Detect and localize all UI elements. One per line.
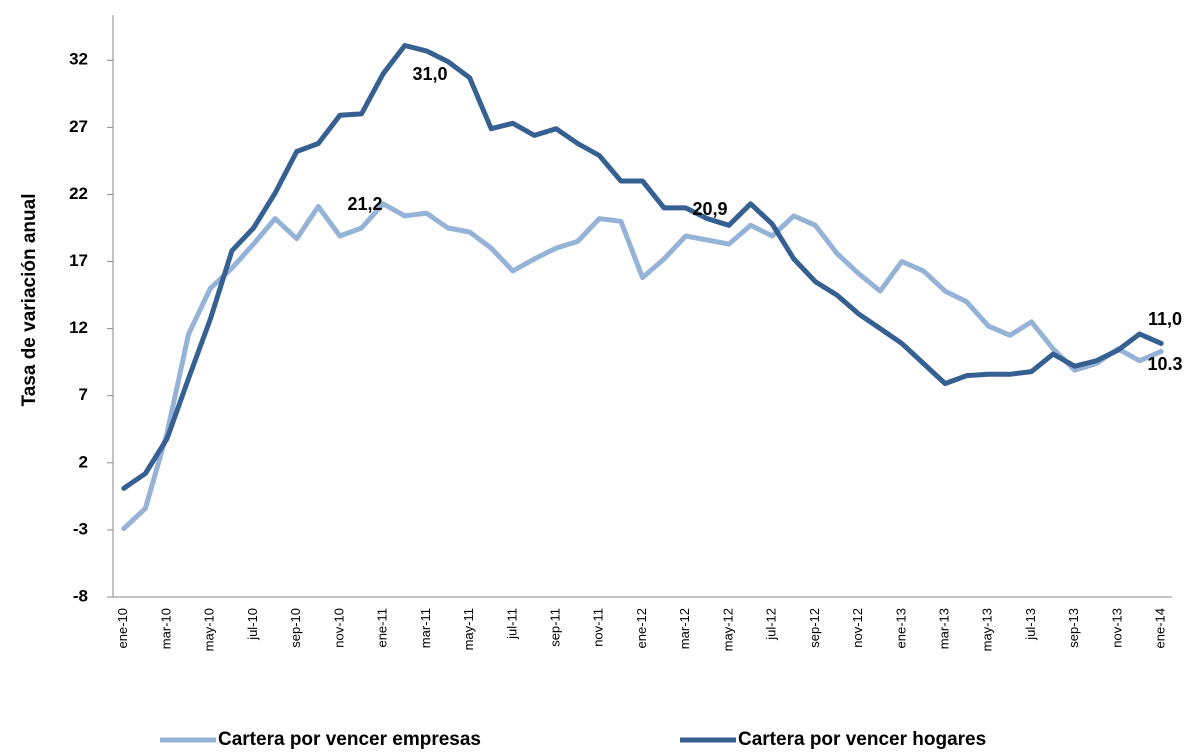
y-tick-label: 22 (69, 184, 88, 203)
x-tick-label: jul-11 (504, 608, 519, 640)
legend-label: Cartera por vencer empresas (218, 729, 481, 750)
y-tick-label: 7 (79, 385, 88, 404)
series-line (121, 201, 1164, 532)
x-tick-label: nov-10 (331, 608, 346, 648)
x-tick-label: nov-13 (1109, 608, 1124, 648)
x-tick-label: sep-10 (288, 608, 303, 648)
y-tick-label: -8 (73, 586, 88, 605)
series-line (121, 43, 1164, 491)
x-tick-label: may-13 (980, 608, 995, 651)
x-tick-label: sep-13 (1066, 608, 1081, 648)
y-tick-label: 17 (69, 251, 88, 270)
x-tick-label: mar-12 (677, 608, 692, 649)
annotation: 20,9 (692, 199, 727, 219)
legend-label: Cartera por vencer hogares (738, 729, 986, 750)
x-tick-label: may-10 (202, 608, 217, 651)
x-tick-label: jul-13 (1023, 608, 1038, 641)
annotation: 11,0 (1148, 309, 1182, 329)
x-tick-label: nov-12 (850, 608, 865, 648)
y-tick-label: 32 (69, 50, 88, 69)
y-tick-label: -3 (73, 519, 88, 538)
y-tick-label: 12 (69, 318, 88, 337)
x-tick-label: ene-14 (1153, 608, 1168, 648)
y-axis-label: Tasa de variación anual (19, 194, 40, 407)
x-tick-label: ene-13 (893, 608, 908, 648)
x-tick-label: jul-12 (764, 608, 779, 641)
y-tick-label: 2 (79, 452, 88, 471)
x-tick-label: jul-10 (245, 608, 260, 641)
annotation: 21,2 (347, 194, 382, 214)
annotation: 31,0 (412, 64, 447, 84)
annotation: 10.3 (1147, 354, 1182, 374)
x-tick-label: mar-13 (937, 608, 952, 649)
x-tick-label: mar-10 (158, 608, 173, 649)
x-tick-label: may-12 (720, 608, 735, 651)
x-tick-label: may-11 (461, 608, 476, 650)
y-tick-label: 27 (69, 117, 88, 136)
x-tick-label: ene-11 (375, 608, 390, 648)
x-tick-label: nov-11 (591, 608, 606, 647)
x-tick-label: sep-11 (547, 608, 562, 647)
x-tick-label: ene-12 (634, 608, 649, 648)
x-tick-label: ene-10 (115, 608, 130, 648)
x-tick-label: mar-11 (418, 608, 433, 648)
x-tick-label: sep-12 (807, 608, 822, 648)
